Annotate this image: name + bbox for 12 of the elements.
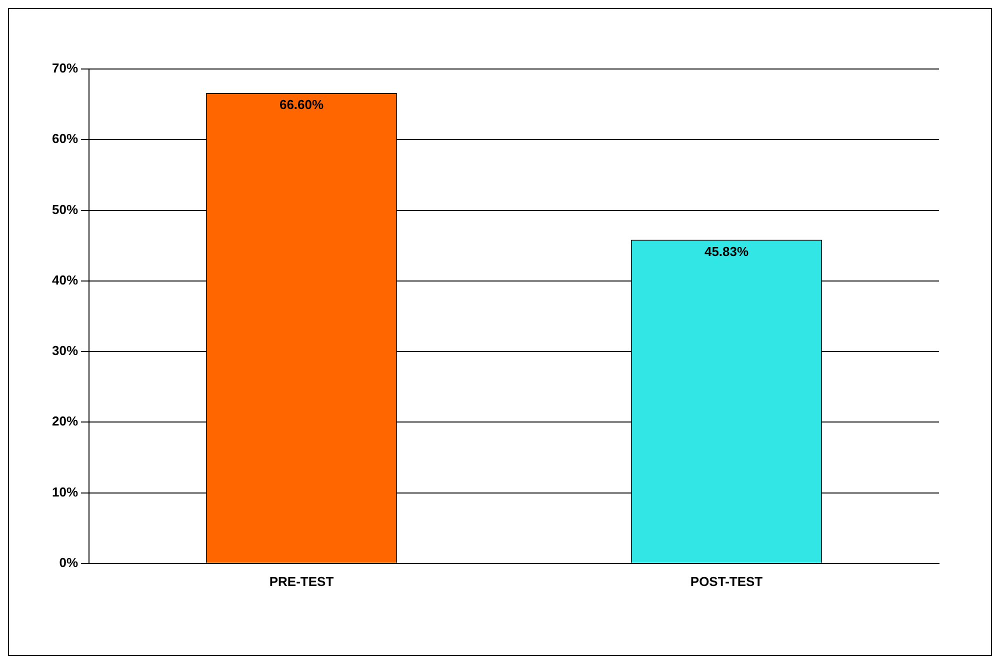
y-tick-label: 50% [52,202,78,217]
y-tick-label: 10% [52,484,78,500]
data-label: 66.60% [279,97,324,112]
y-tick-label: 40% [52,272,78,288]
x-tick-label: PRE-TEST [269,574,334,589]
y-tick-label: 0% [59,554,78,570]
y-tick-label: 30% [52,343,78,358]
y-tick-label: 60% [52,131,78,146]
x-tick-label: POST-TEST [690,574,763,589]
y-tick-label: 20% [52,414,78,429]
data-label: 45.83% [704,244,749,259]
y-tick-label: 70% [52,60,78,76]
